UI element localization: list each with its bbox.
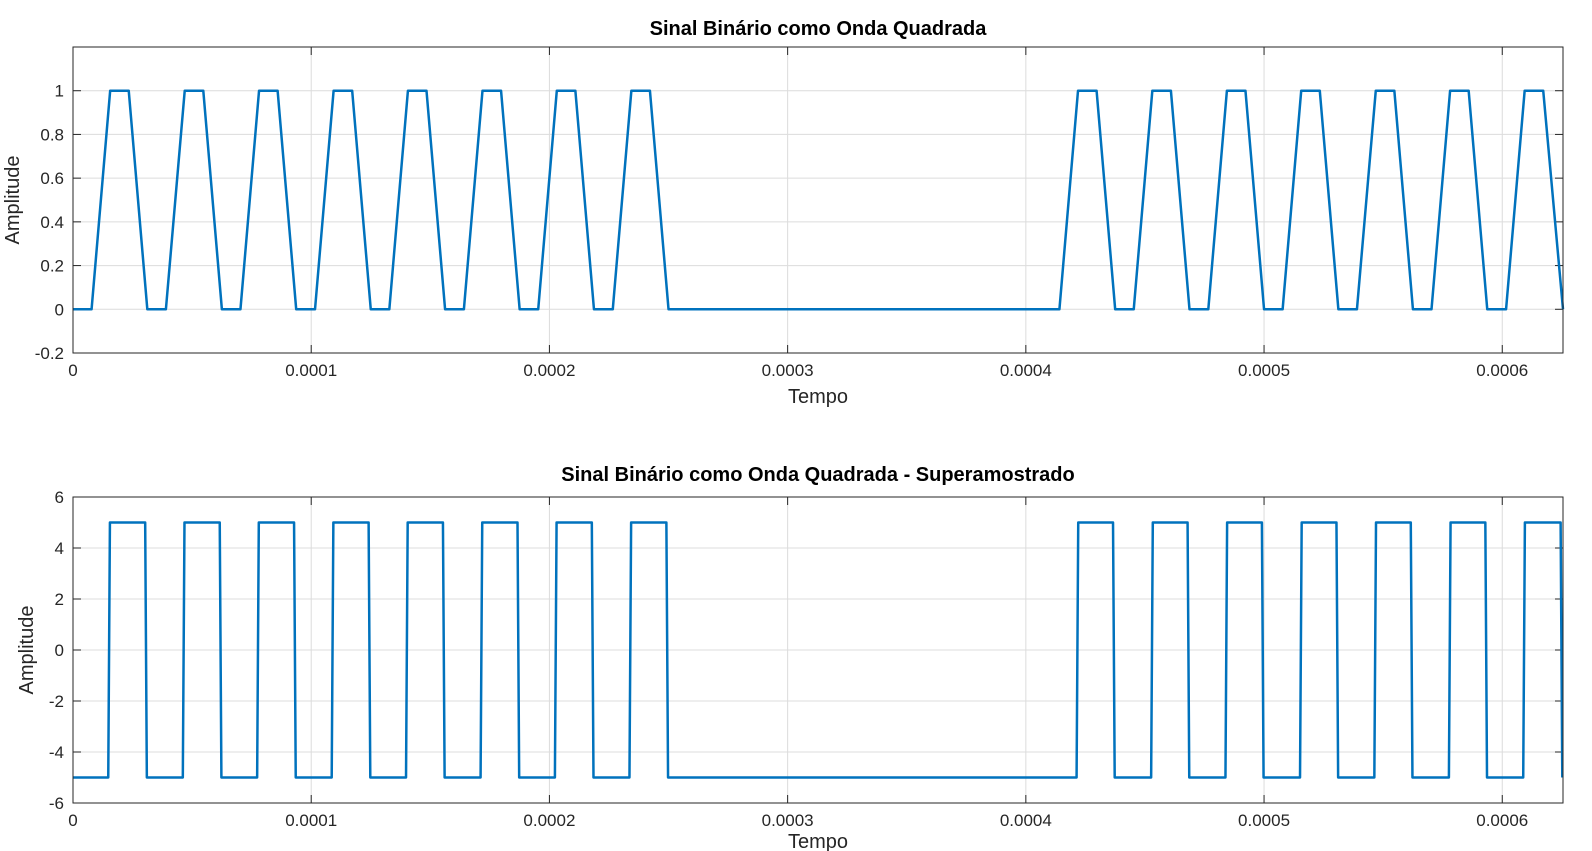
plot-bottom: Sinal Binário como Onda Quadrada - Super… (16, 464, 1564, 851)
plot-top-x-tick-label: 0.0001 (285, 361, 337, 380)
plot-bottom-x-tick-label: 0.0005 (1238, 811, 1290, 830)
plot-top-x-tick-label: 0.0003 (762, 361, 814, 380)
plot-top-y-tick-label: 0.2 (40, 257, 64, 276)
plot-top-title: Sinal Binário como Onda Quadrada (650, 18, 988, 40)
plot-bottom-title: Sinal Binário como Onda Quadrada - Super… (561, 464, 1074, 486)
plot-top-x-tick-label: 0 (68, 361, 77, 380)
plot-bottom-x-tick-labels: 0 0.0001 0.0002 0.0003 0.0004 0.0005 0.0… (68, 811, 1528, 830)
plot-bottom-x-tick-label: 0.0001 (285, 811, 337, 830)
plot-bottom-y-tick-label: -2 (49, 692, 64, 711)
plot-top-y-tick-label: 0 (55, 300, 64, 319)
plot-top-axes-box (72, 46, 1564, 354)
plot-bottom-x-tick-label: 0.0003 (762, 811, 814, 830)
plot-top-x-axis-label: Tempo (788, 386, 848, 408)
plot-top-x-tick-label: 0.0002 (523, 361, 575, 380)
plot-bottom-y-axis-label: Amplitude (16, 606, 38, 695)
plot-bottom-y-tick-labels: -6 -4 -2 0 2 4 6 (49, 488, 64, 813)
plot-bottom-y-tick-label: 4 (55, 539, 64, 558)
plot-bottom-x-tick-label: 0.0004 (1000, 811, 1052, 830)
plot-top-y-axis-label: Amplitude (2, 156, 24, 245)
plot-top-background (73, 47, 1563, 353)
plot-top-x-tick-label: 0.0005 (1238, 361, 1290, 380)
plot-bottom-x-axis-label: Tempo (788, 831, 848, 851)
plot-top: Sinal Binário como Onda Quadrada 0 0.000… (2, 18, 1565, 408)
plot-top-y-tick-label: 0.4 (40, 213, 64, 232)
plot-top-y-tick-labels: -0.2 0 0.2 0.4 0.6 0.8 1 (35, 82, 64, 363)
plot-top-signal-line (73, 89, 1565, 311)
plot-bottom-y-tick-label: -6 (49, 794, 64, 813)
plot-bottom-y-tick-label: 0 (55, 641, 64, 660)
plot-top-x-tick-label: 0.0006 (1476, 361, 1528, 380)
plot-top-y-tick-label: -0.2 (35, 344, 64, 363)
plot-bottom-x-tick-label: 0 (68, 811, 77, 830)
plot-bottom-y-tick-label: 2 (55, 590, 64, 609)
plot-bottom-x-tick-label: 0.0002 (523, 811, 575, 830)
plot-top-y-tick-label: 0.8 (40, 125, 64, 144)
plot-top-y-tick-label: 0.6 (40, 169, 64, 188)
plot-bottom-x-tick-label: 0.0006 (1476, 811, 1528, 830)
plot-top-x-tick-labels: 0 0.0001 0.0002 0.0003 0.0004 0.0005 0.0… (68, 361, 1528, 380)
plot-bottom-y-tick-label: -4 (49, 743, 64, 762)
plot-bottom-y-tick-label: 6 (55, 488, 64, 507)
plot-top-x-tick-label: 0.0004 (1000, 361, 1052, 380)
plot-top-y-tick-label: 1 (55, 82, 64, 101)
plot-bottom-signal-line (73, 521, 1564, 779)
plot-bottom-axes-box (72, 496, 1564, 804)
